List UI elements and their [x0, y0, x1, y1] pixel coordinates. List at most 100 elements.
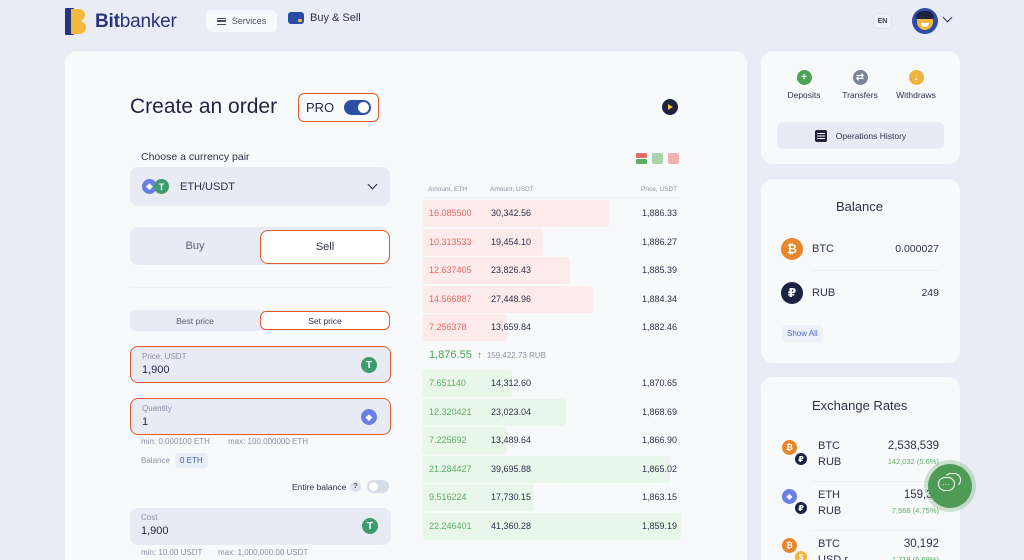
pro-toggle-switch[interactable]	[344, 100, 372, 115]
best-price-tab[interactable]: Best price	[176, 315, 214, 326]
amount-eth: 7.651140	[429, 378, 466, 388]
amount-usdt: 19,454.10	[491, 236, 532, 247]
bid-row[interactable]: 12.320421 23,023.04 1,868.69	[423, 398, 681, 426]
withdraws-button[interactable]: ↓ Withdraws	[886, 70, 946, 100]
logo-text: Bitbanker	[95, 10, 177, 32]
currency-pair-select[interactable]: ◆ T ETH/USDT	[130, 167, 390, 206]
quantity-field-value[interactable]: 1	[142, 416, 149, 428]
exchange-rate-row[interactable]: ₿ ₽ BTC RUB 2,538,539 142,032 (5.6%)	[781, 440, 939, 474]
amount-usdt: 23,826.43	[491, 265, 532, 275]
balance-amount: 0.000027	[895, 243, 939, 255]
bid-row[interactable]: 7.225692 13,489.64 1,866.90	[423, 427, 681, 454]
price-field[interactable]: Price, USDT 1,900 T	[130, 346, 391, 383]
price: 1,886.27	[641, 236, 677, 247]
pro-mode-toggle[interactable]: PRO	[298, 93, 379, 122]
language-switch[interactable]: EN	[873, 13, 892, 29]
rate-change: 142,032 (5.6%)	[887, 457, 939, 466]
amount-eth: 10.313533	[429, 236, 472, 247]
operations-history-label: Operations History	[835, 130, 907, 141]
cost-max: max: 1,000,000.00 USDT	[218, 548, 309, 557]
eth-icon: ◆	[361, 409, 377, 425]
chat-bubble-icon	[944, 473, 961, 487]
exchange-rate-row[interactable]: ₿ $ BTC USD r 30,192 1,718 (5.69%)	[781, 538, 939, 560]
view-bids-icon[interactable]	[652, 153, 663, 164]
rub-icon: ₽	[794, 501, 808, 515]
rate-value: 30,192	[903, 538, 939, 550]
entire-balance-toggle[interactable]	[367, 480, 389, 493]
chevron-down-icon[interactable]	[942, 12, 953, 23]
show-all-button[interactable]: Show All	[782, 325, 823, 342]
exchange-rates-card	[761, 377, 960, 560]
list-icon	[814, 129, 827, 142]
cost-field-value[interactable]: 1,900	[141, 525, 169, 537]
amount-usdt: 30,342.56	[491, 208, 532, 218]
amount-eth: 14.566887	[429, 293, 472, 304]
depth-bar	[423, 484, 534, 511]
price-field-value[interactable]: 1,900	[142, 364, 170, 376]
chat-support-button[interactable]: ···	[928, 464, 972, 508]
price: 1,866.90	[641, 435, 677, 445]
balance-value[interactable]: 0 ETH	[175, 453, 208, 468]
view-both-icon[interactable]	[636, 153, 647, 164]
balance-row[interactable]: ₽ RUB 249	[781, 282, 939, 304]
price: 1,859.19	[641, 520, 677, 531]
bid-row[interactable]: 7.651140 14,312.60 1,870.65	[423, 370, 681, 397]
balance-row[interactable]: ₿ BTC 0.000027	[781, 238, 939, 260]
buy-tab[interactable]: Buy	[185, 240, 205, 252]
play-tutorial-icon[interactable]	[662, 99, 678, 115]
chevron-down-icon	[367, 179, 378, 190]
currency-pair-value: ETH/USDT	[180, 180, 235, 193]
deposits-button[interactable]: + Deposits	[774, 70, 834, 100]
balance-label: Balance	[141, 456, 170, 465]
btc-icon: ₿	[782, 538, 797, 553]
card-icon	[288, 12, 304, 24]
rate-pair: BTC USD r	[818, 538, 848, 560]
btc-icon: ₿	[782, 440, 797, 455]
amount-usdt: 13,489.64	[491, 435, 532, 445]
divider	[812, 530, 939, 531]
operations-history-button[interactable]: Operations History	[777, 122, 944, 149]
price: 1,885.39	[641, 265, 677, 275]
view-asks-icon[interactable]	[668, 153, 679, 164]
amount-usdt: 39,695.88	[491, 463, 532, 474]
amount-eth: 7.225692	[429, 435, 467, 445]
header-price: Price, USDT	[641, 186, 678, 193]
depth-bar	[423, 370, 512, 397]
bid-row[interactable]: 22.246401 41,360.28 1,859.19	[423, 512, 681, 540]
withdraws-label: Withdraws	[896, 90, 936, 100]
set-price-tab[interactable]: Set price	[260, 311, 390, 330]
menu-icon	[216, 17, 226, 25]
header-amount-eth: Amount, ETH	[428, 186, 468, 193]
arrow-up-icon: ↑	[476, 350, 482, 361]
ask-row[interactable]: 7.256378 13,659.84 1,882.46	[423, 314, 681, 341]
ask-row[interactable]: 10.313533 19,454.10 1,886.27	[423, 228, 681, 256]
divider	[130, 287, 390, 288]
sell-tab[interactable]: Sell	[260, 230, 390, 264]
chat-bubble-icon	[938, 477, 955, 491]
cost-field[interactable]: Cost 1,900 T	[130, 508, 391, 545]
exchange-rate-row[interactable]: ◆ ₽ ETH RUB 159,30 7,568 (4.75%)	[781, 489, 939, 523]
bitbanker-logo[interactable]: Bitbanker	[65, 8, 177, 35]
quantity-field[interactable]: Quantity 1 ◆	[130, 398, 391, 435]
depth-bar	[423, 455, 670, 483]
buy-sell-label: Buy & Sell	[310, 12, 361, 24]
eth-icon: ◆	[782, 489, 797, 504]
ask-row[interactable]: 12.637405 23,826.43 1,885.39	[423, 257, 681, 284]
amount-eth: 12.320421	[429, 406, 472, 417]
quantity-min: min: 0.000100 ETH	[141, 437, 210, 446]
orderbook-header-rule	[423, 197, 681, 198]
ask-row[interactable]: 14.566887 27,448.96 1,884.34	[423, 285, 681, 313]
services-button[interactable]: Services	[206, 10, 277, 32]
buy-sell-link[interactable]: Buy & Sell	[288, 12, 361, 24]
help-icon[interactable]: ?	[350, 481, 361, 492]
user-avatar[interactable]	[912, 8, 938, 34]
quantity-max: max: 100.000000 ETH	[228, 437, 309, 446]
pro-label: PRO	[306, 100, 335, 115]
ask-row[interactable]: 16.085500 30,342.56 1,886.33	[423, 200, 681, 227]
amount-eth: 21.284427	[429, 463, 472, 474]
depth-bar	[423, 512, 681, 540]
transfer-arrows-icon: ⇄	[852, 70, 868, 85]
bid-row[interactable]: 21.284427 39,695.88 1,865.02	[423, 455, 681, 483]
transfers-button[interactable]: ⇄ Transfers	[830, 70, 890, 100]
bid-row[interactable]: 9.516224 17,730.15 1,863.15	[423, 484, 681, 511]
